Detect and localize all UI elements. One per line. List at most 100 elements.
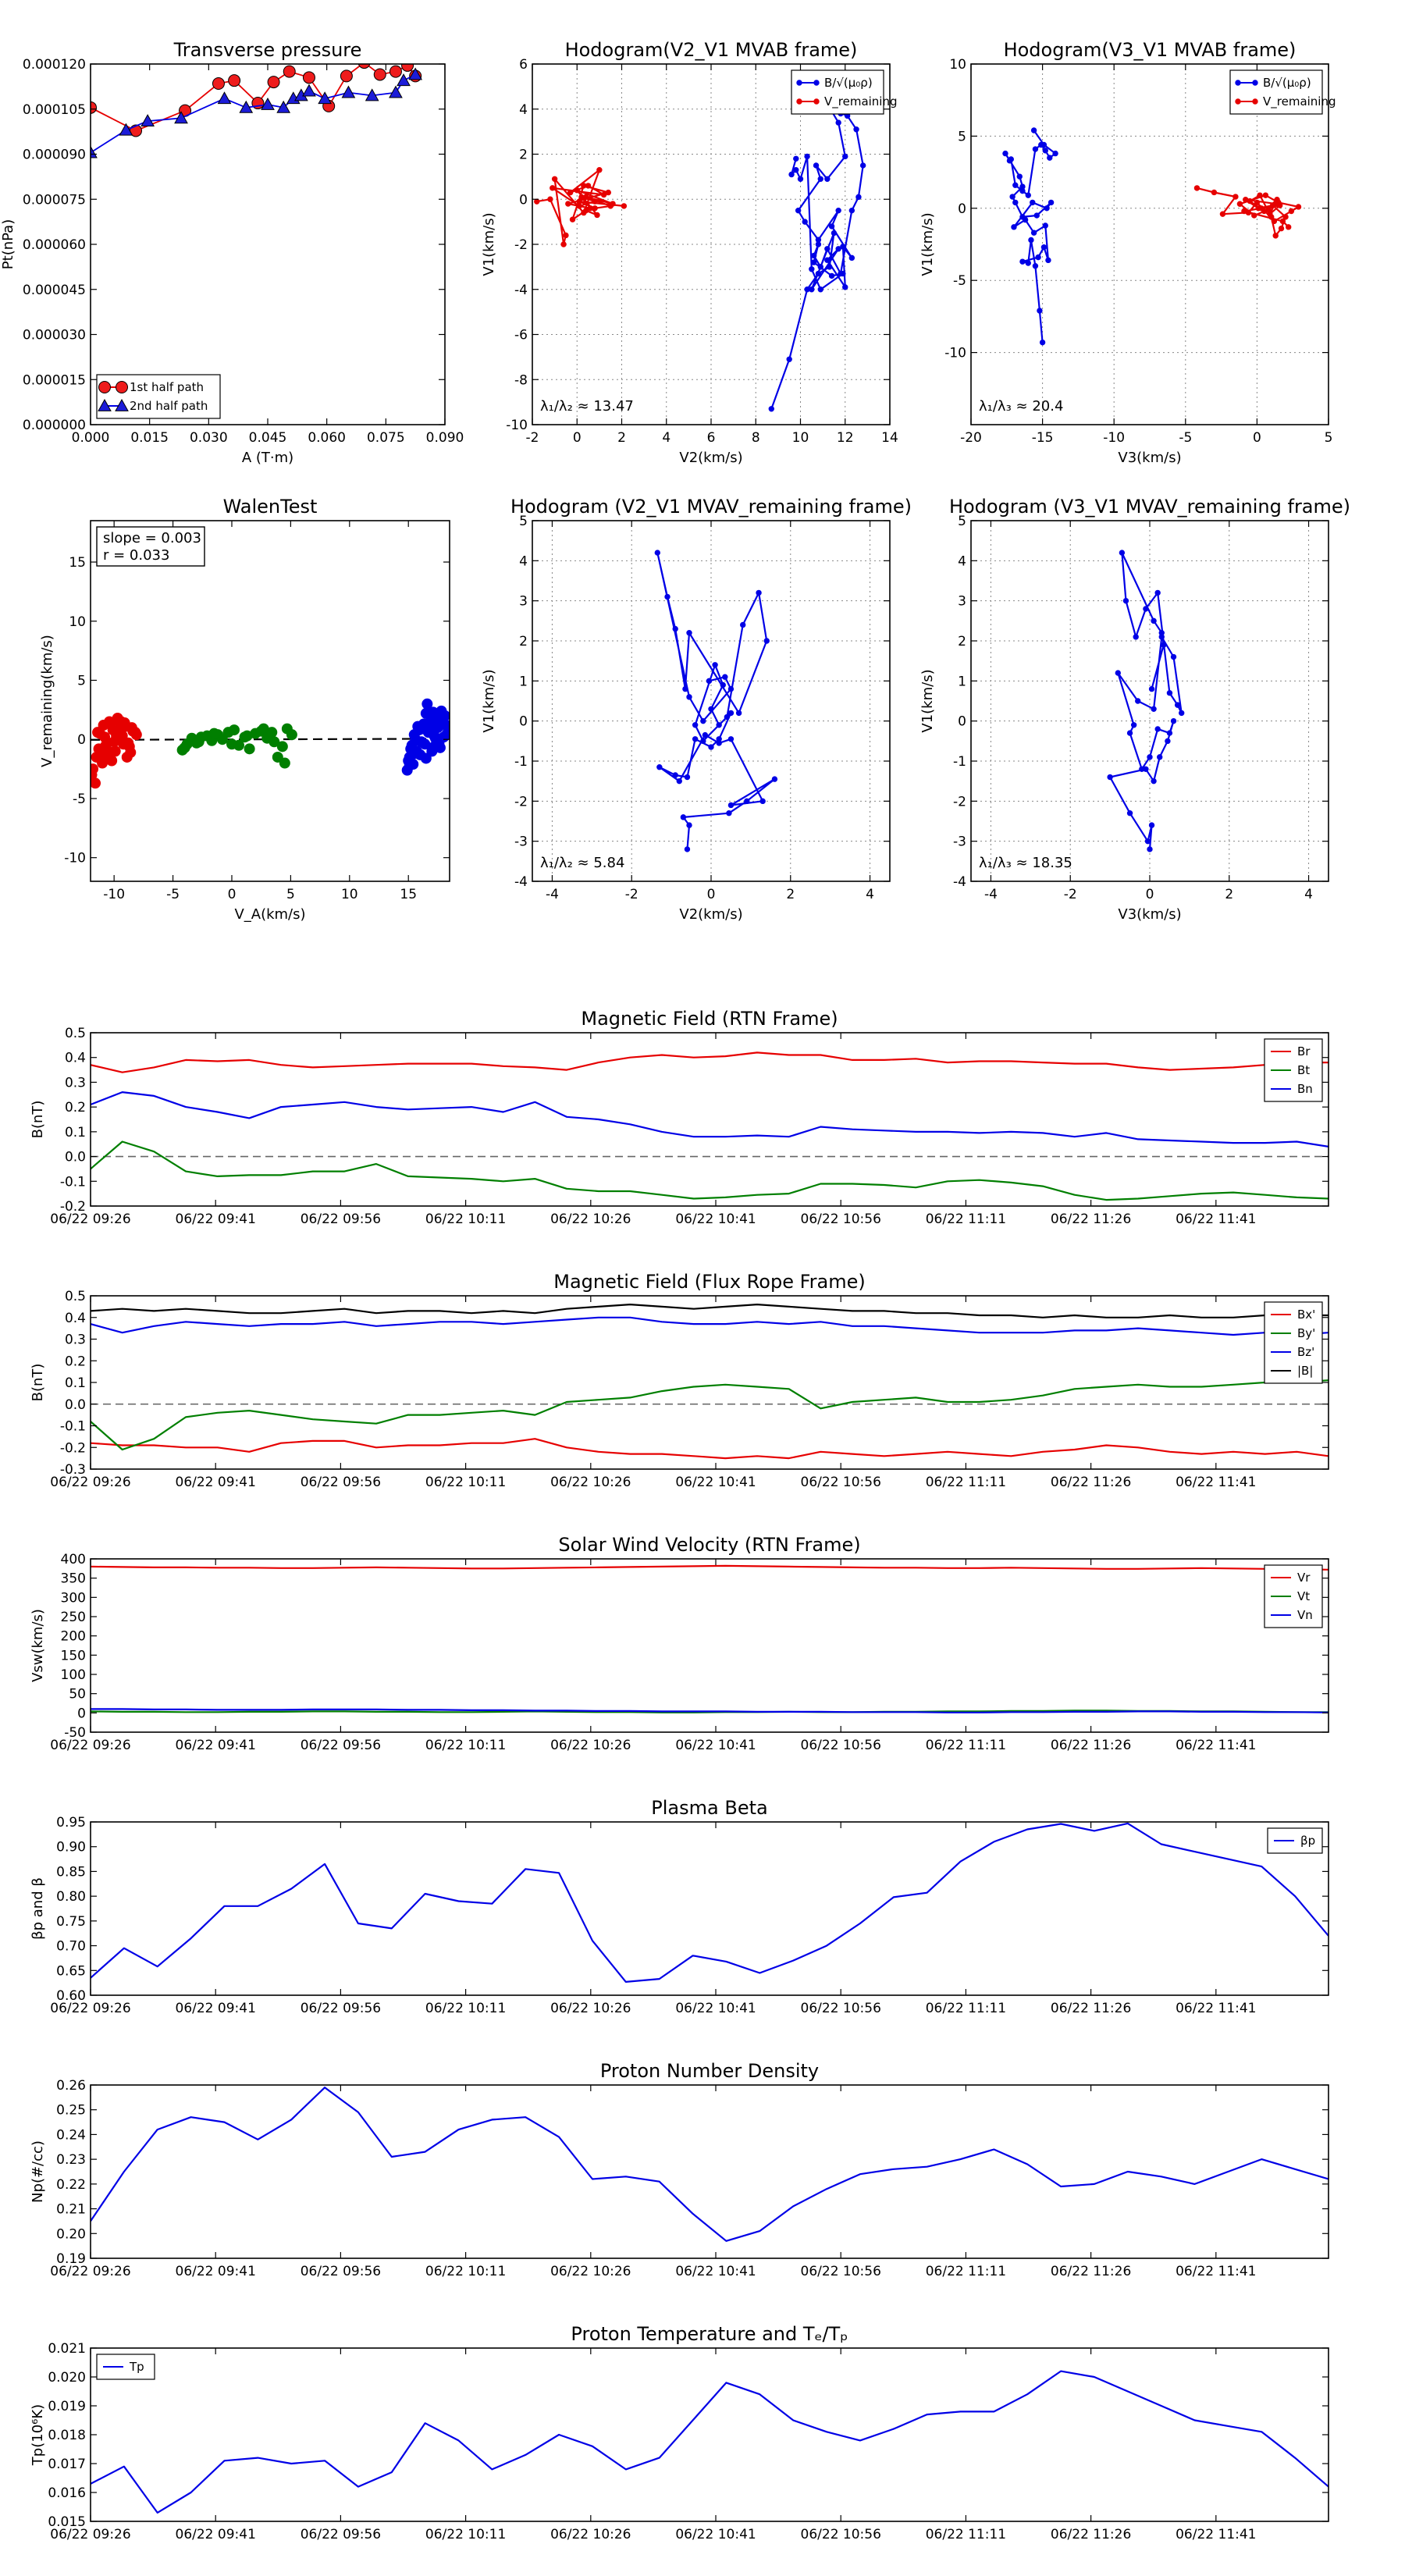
data-point: [1278, 225, 1285, 232]
data-point: [1286, 224, 1292, 230]
data-point: [706, 678, 713, 685]
data-point: [1166, 730, 1173, 736]
x-tick-label: 2: [786, 887, 795, 902]
chart-hodogram_v3_v1_mvav: Hodogram (V3_V1 MVAV_remaining frame) -4 -…: [919, 496, 1350, 923]
data-point: [105, 718, 116, 730]
data-point: [712, 662, 718, 668]
x-tick-label: -10: [1103, 430, 1125, 446]
data-point: [1232, 194, 1239, 200]
y-axis-label: Tp(10⁶K): [30, 2404, 46, 2466]
data-point: [1151, 706, 1157, 712]
data-point: [859, 162, 866, 169]
legend: Bx' By' Bz' |B|: [1264, 1301, 1323, 1384]
legend-box: [1229, 69, 1323, 115]
data-point: [759, 798, 766, 805]
data-point: [106, 755, 118, 767]
data-point: [1126, 730, 1133, 736]
data-point: [119, 123, 133, 136]
x-tick-label: 14: [881, 430, 898, 446]
data-point: [797, 176, 804, 182]
y-axis-label: βp and β: [30, 1877, 46, 1940]
data-point: [656, 764, 663, 770]
x-tick-label: 06/22 09:41: [176, 1738, 256, 1753]
plot-area: [91, 2087, 1329, 2242]
x-tick-label: 06/22 10:26: [550, 2001, 631, 2016]
plot-area: [91, 2370, 1329, 2514]
x-tick-label: 06/22 10:11: [425, 2527, 506, 2542]
data-point: [1295, 204, 1302, 210]
x-tick-label: 2: [617, 430, 626, 446]
data-point: [1032, 146, 1039, 152]
y-tick-label: 0.000120: [23, 57, 86, 73]
y-tick-label: 4: [519, 553, 528, 569]
legend-marker: [796, 98, 802, 105]
legend-marker: [1235, 98, 1241, 105]
chart-transverse_pressure: Transverse pressure 0.000 0.015 0.030 0.045 0…: [0, 39, 464, 466]
legend-label: V_remaining: [1263, 94, 1336, 109]
annotation-text: slope = 0.003: [103, 530, 201, 546]
data-point: [1157, 754, 1163, 760]
x-tick-label: 06/22 11:41: [1176, 1475, 1256, 1490]
data-point: [810, 252, 817, 259]
x-tick-label: 0: [228, 887, 237, 902]
data-point: [91, 769, 98, 781]
data-point: [276, 741, 288, 753]
legend-marker: [115, 398, 129, 411]
axes-frame: [970, 63, 1329, 425]
y-tick-label: 0.4: [65, 1311, 86, 1326]
y-tick-label: 0.5: [65, 1026, 86, 1041]
data-point: [735, 710, 742, 717]
y-tick-label: 0.75: [56, 1914, 86, 1930]
data-point: [239, 100, 254, 113]
y-tick-label: 0.1: [65, 1125, 86, 1140]
x-tick-label: 06/22 11:41: [1176, 1212, 1256, 1227]
y-tick-label: 150: [61, 1648, 86, 1663]
y-tick-label: 6: [519, 57, 528, 73]
data-point: [817, 176, 823, 182]
series-series-0: [1107, 550, 1185, 852]
x-tick-label: 06/22 09:56: [301, 2001, 381, 2016]
y-tick-label: 0.017: [48, 2457, 86, 2472]
data-point: [809, 286, 815, 293]
y-tick-label: 0.000105: [23, 102, 86, 118]
x-tick-label: 06/22 10:11: [425, 1212, 506, 1227]
data-point: [727, 736, 735, 742]
axes-frame: [90, 2347, 1329, 2522]
y-tick-label: -0.1: [60, 1419, 86, 1435]
data-point: [1241, 208, 1247, 215]
data-point: [574, 187, 580, 194]
y-tick-label: 0.016: [48, 2485, 86, 2501]
legend-marker: [813, 80, 820, 86]
x-tick-label: -15: [1032, 430, 1054, 446]
x-tick-label: 06/22 10:41: [675, 2264, 756, 2279]
data-point: [654, 550, 660, 556]
data-point: [550, 185, 556, 191]
y-tick-label: -3: [514, 834, 528, 850]
data-point: [828, 223, 835, 229]
series-br: [91, 1051, 1329, 1073]
y-tick-label: -2: [953, 794, 966, 809]
data-point: [828, 272, 835, 279]
data-point: [1030, 127, 1037, 133]
axes-frame: [90, 2084, 1329, 2259]
x-tick-label: 5: [1325, 430, 1333, 446]
x-tick-label: 06/22 10:41: [675, 1212, 756, 1227]
legend-label: |B|: [1297, 1364, 1313, 1378]
data-point: [1147, 846, 1153, 852]
x-tick-label: -4: [546, 887, 559, 902]
y-axis-label: V1(km/s): [919, 669, 936, 732]
x-tick-label: 06/22 10:26: [550, 2527, 631, 2542]
data-point: [140, 114, 155, 127]
x-tick-label: 6: [707, 430, 716, 446]
y-tick-label: 300: [61, 1590, 86, 1606]
y-tick-label: 2: [519, 148, 528, 163]
x-tick-label: 06/22 11:26: [1051, 2527, 1131, 2542]
data-point: [621, 203, 628, 209]
x-tick-label: -10: [103, 887, 125, 902]
y-tick-label: 3: [958, 594, 966, 610]
data-point: [840, 270, 846, 277]
series-line: [656, 551, 776, 849]
data-point: [1144, 838, 1151, 845]
x-axis-label: V3(km/s): [1118, 450, 1181, 466]
legend-label: V_remaining: [824, 94, 898, 109]
